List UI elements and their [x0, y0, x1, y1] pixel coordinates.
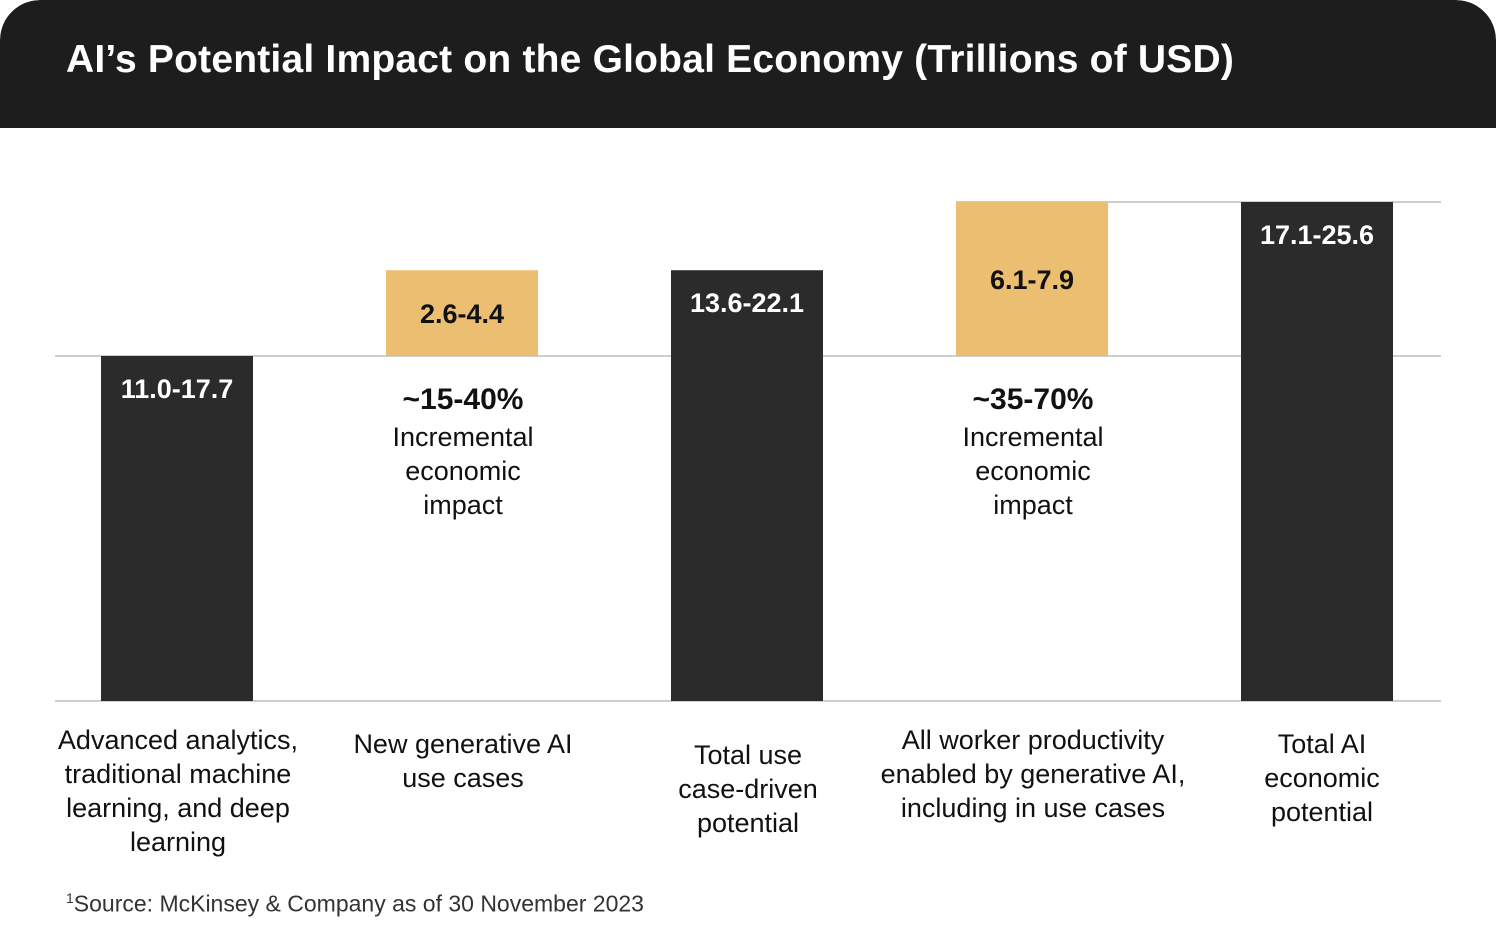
source-footnote: 1Source: McKinsey & Company as of 30 Nov… [66, 890, 644, 918]
annotation-text: Incremental economic impact [962, 422, 1104, 520]
bar-value-label: 6.1-7.9 [990, 265, 1074, 295]
annotation-percent: ~35-70% [972, 383, 1094, 416]
bar [386, 270, 538, 356]
source-text: Source: McKinsey & Company as of 30 Nove… [73, 890, 644, 917]
bar [101, 355, 253, 701]
annotation-worker-productivity: ~35-70% Incremental economic impact [913, 380, 1153, 522]
bar [956, 202, 1108, 356]
bar [671, 270, 823, 701]
category-label-worker-productivity: All worker productivity enabled by gener… [880, 725, 1186, 823]
category-label-new-generative-ai: New generative AI use cases [353, 729, 573, 793]
category-label-total-use-case: Total use case-driven potential [678, 740, 818, 838]
chart-title: AI’s Potential Impact on the Global Econ… [66, 38, 1235, 81]
category-label-total-ai-potential: Total AI economic potential [1264, 729, 1380, 827]
category-label-advanced-analytics: Advanced analytics, traditional machine … [57, 725, 299, 857]
chart-header: AI’s Potential Impact on the Global Econ… [0, 0, 1496, 128]
annotation-generative-ai: ~15-40% Incremental economic impact [343, 380, 583, 522]
bar [1241, 202, 1393, 701]
bar-value-label: 11.0-17.7 [121, 374, 234, 404]
bar-value-label: 13.6-22.1 [690, 288, 804, 318]
bar-value-label: 2.6-4.4 [420, 299, 504, 329]
annotation-text: Incremental economic impact [392, 422, 534, 520]
bar-value-label: 17.1-25.6 [1260, 220, 1374, 250]
annotation-percent: ~15-40% [402, 383, 524, 416]
footnote-marker: 1 [66, 890, 74, 906]
